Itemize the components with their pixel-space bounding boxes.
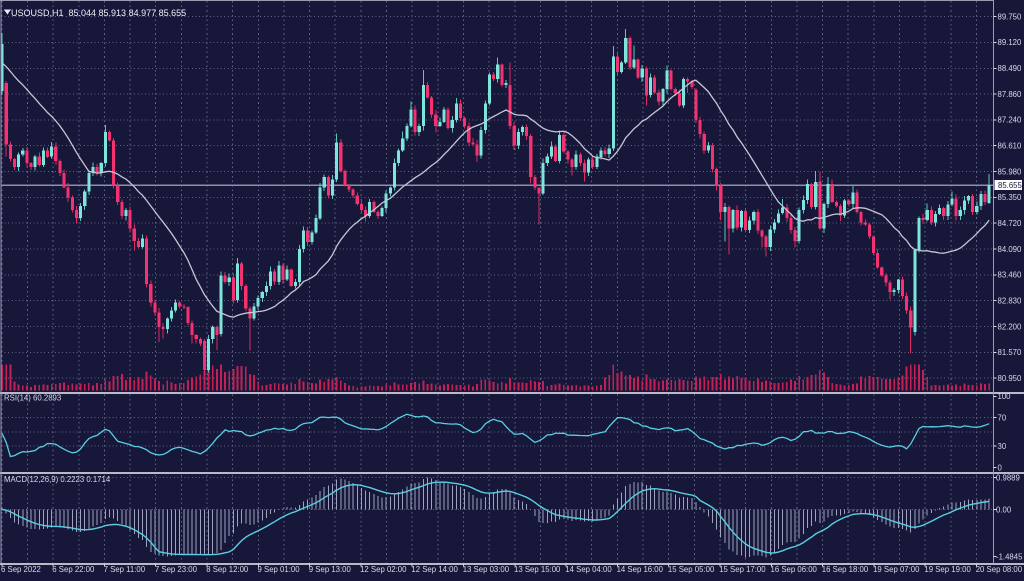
svg-text:84.090: 84.090: [998, 245, 1023, 254]
svg-text:87.860: 87.860: [998, 90, 1023, 99]
svg-text:19 Sep 07:00: 19 Sep 07:00: [873, 565, 920, 574]
svg-text:85.350: 85.350: [998, 193, 1023, 202]
svg-text:9 Sep 01:00: 9 Sep 01:00: [258, 565, 301, 574]
svg-text:82.830: 82.830: [998, 297, 1023, 306]
svg-text:0.9889: 0.9889: [996, 473, 1020, 482]
svg-text:81.570: 81.570: [998, 348, 1023, 357]
svg-text:70: 70: [998, 414, 1007, 423]
svg-text:0.00: 0.00: [996, 505, 1012, 514]
svg-text:RSI(14) 60.2893: RSI(14) 60.2893: [4, 394, 61, 403]
svg-text:0: 0: [998, 463, 1003, 472]
svg-text:88.490: 88.490: [998, 64, 1023, 73]
svg-text:13 Sep 03:00: 13 Sep 03:00: [463, 565, 510, 574]
svg-text:6 Sep 2022: 6 Sep 2022: [1, 565, 41, 574]
svg-text:-1.4845: -1.4845: [996, 552, 1023, 561]
svg-text:82.200: 82.200: [998, 322, 1023, 331]
svg-text:6 Sep 22:00: 6 Sep 22:00: [52, 565, 95, 574]
svg-text:20 Sep 08:00: 20 Sep 08:00: [976, 565, 1023, 574]
svg-text:85.980: 85.980: [998, 167, 1023, 176]
svg-text:84.720: 84.720: [998, 219, 1023, 228]
svg-text:14 Sep 04:00: 14 Sep 04:00: [565, 565, 612, 574]
svg-text:19 Sep 19:00: 19 Sep 19:00: [924, 565, 971, 574]
svg-text:16 Sep 18:00: 16 Sep 18:00: [822, 565, 869, 574]
svg-text:30: 30: [998, 442, 1007, 451]
svg-text:12 Sep 02:00: 12 Sep 02:00: [360, 565, 407, 574]
svg-text:80.950: 80.950: [998, 374, 1023, 383]
svg-text:16 Sep 06:00: 16 Sep 06:00: [771, 565, 818, 574]
svg-text:USOUSD,H1 85.044 85.913 84.97: USOUSD,H1 85.044 85.913 84.977 85.655: [11, 8, 186, 18]
svg-text:12 Sep 14:00: 12 Sep 14:00: [411, 565, 458, 574]
svg-text:13 Sep 15:00: 13 Sep 15:00: [514, 565, 561, 574]
svg-text:8 Sep 12:00: 8 Sep 12:00: [206, 565, 249, 574]
svg-text:MACD(12,26,9) 0.2223 0.1714: MACD(12,26,9) 0.2223 0.1714: [4, 475, 111, 484]
svg-text:87.240: 87.240: [998, 116, 1023, 125]
svg-text:7 Sep 11:00: 7 Sep 11:00: [104, 565, 146, 574]
svg-text:15 Sep 17:00: 15 Sep 17:00: [719, 565, 766, 574]
svg-text:86.610: 86.610: [998, 142, 1023, 151]
svg-text:7 Sep 23:00: 7 Sep 23:00: [155, 565, 198, 574]
svg-text:9 Sep 13:00: 9 Sep 13:00: [309, 565, 352, 574]
svg-text:89.750: 89.750: [998, 12, 1023, 21]
svg-text:14 Sep 16:00: 14 Sep 16:00: [617, 565, 664, 574]
svg-text:100: 100: [998, 392, 1012, 401]
svg-text:85.655: 85.655: [998, 181, 1023, 190]
svg-text:83.460: 83.460: [998, 271, 1023, 280]
svg-text:89.120: 89.120: [998, 38, 1023, 47]
svg-text:15 Sep 05:00: 15 Sep 05:00: [668, 565, 715, 574]
